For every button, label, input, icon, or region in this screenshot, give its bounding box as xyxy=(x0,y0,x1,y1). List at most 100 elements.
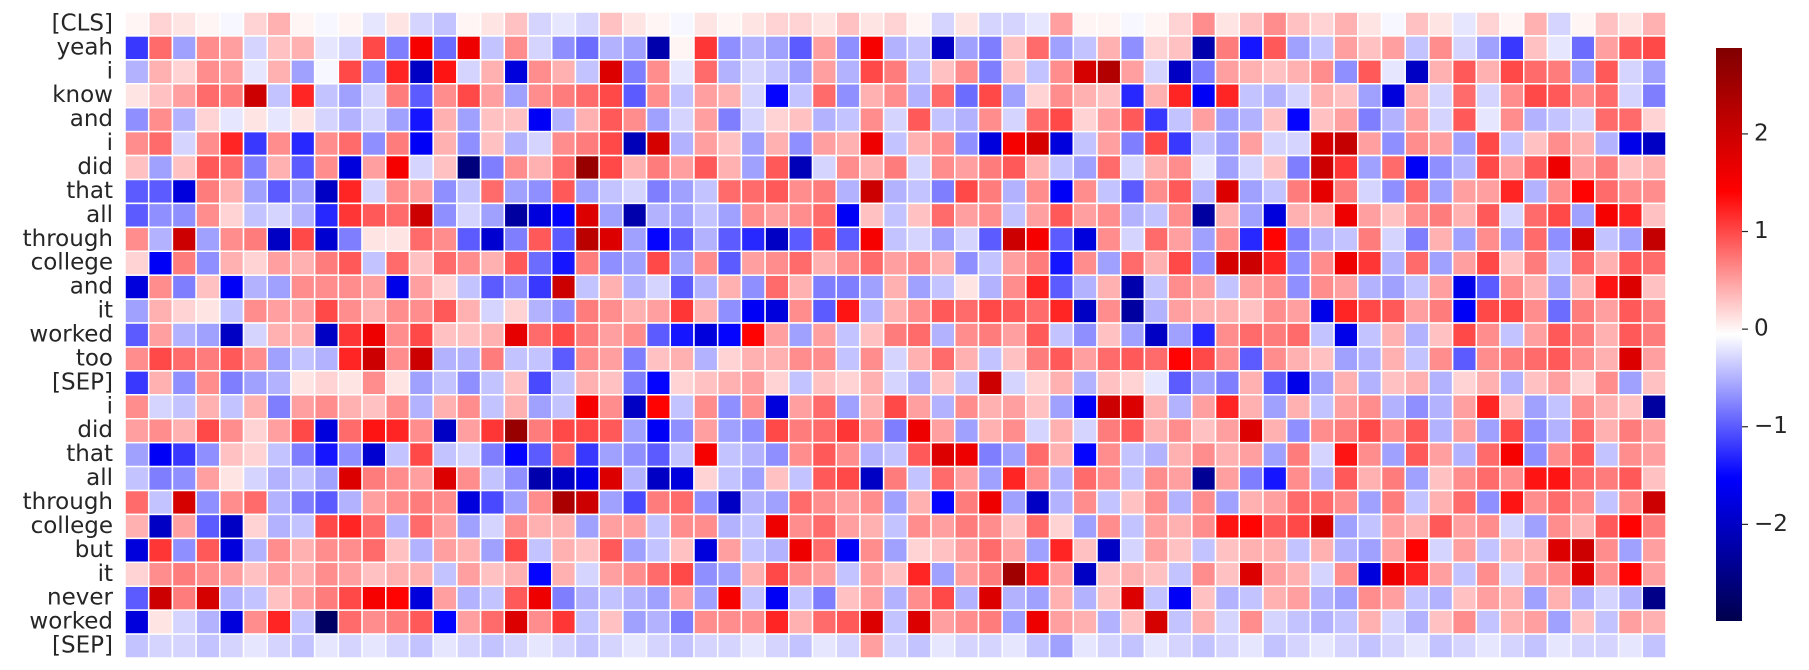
heatmap-cell xyxy=(1523,609,1549,635)
heatmap-cell xyxy=(1594,417,1620,444)
heatmap-cell xyxy=(408,322,434,348)
heatmap-cell xyxy=(361,154,387,181)
heatmap-cell xyxy=(622,35,648,61)
heatmap-cell xyxy=(1641,561,1667,587)
heatmap-cell xyxy=(811,633,837,659)
heatmap-cell xyxy=(219,322,245,348)
heatmap-cell xyxy=(1238,274,1264,300)
heatmap-cell xyxy=(1238,417,1264,444)
heatmap-cell xyxy=(456,513,482,540)
heatmap-cell xyxy=(195,537,221,564)
heatmap-cell xyxy=(764,609,790,635)
heatmap-cell xyxy=(195,585,221,611)
heatmap-cell xyxy=(1380,178,1406,205)
heatmap-cell xyxy=(1191,561,1217,587)
heatmap-cell xyxy=(645,465,672,492)
heatmap-cell xyxy=(1072,83,1098,109)
heatmap-cell xyxy=(147,346,174,372)
heatmap-cell xyxy=(1001,489,1027,516)
heatmap-cell xyxy=(1309,489,1335,516)
heatmap-cell xyxy=(1475,83,1501,109)
heatmap-cell xyxy=(1262,130,1288,157)
heatmap-cell xyxy=(1451,633,1478,659)
heatmap-cell xyxy=(147,35,174,61)
heatmap-cell xyxy=(1309,585,1335,611)
row-label: too xyxy=(76,345,113,371)
heatmap-cell xyxy=(385,417,411,444)
heatmap-cell xyxy=(385,370,411,396)
heatmap-cell xyxy=(1546,489,1572,516)
heatmap-cell xyxy=(1238,178,1264,205)
heatmap-cell xyxy=(1285,83,1312,109)
heatmap-cell xyxy=(456,322,482,348)
heatmap-cell xyxy=(290,489,316,516)
heatmap-cell xyxy=(811,106,837,133)
heatmap-cell xyxy=(1096,609,1122,635)
heatmap-cell xyxy=(242,202,268,229)
heatmap-cell xyxy=(645,322,672,348)
heatmap-cell xyxy=(1001,370,1027,396)
heatmap-cell xyxy=(171,417,197,444)
heatmap-cell xyxy=(503,370,529,396)
heatmap-cell xyxy=(859,83,885,109)
heatmap-cell xyxy=(1285,178,1312,205)
heatmap-cell xyxy=(1309,465,1335,492)
heatmap-cell xyxy=(1428,585,1454,611)
heatmap-cell xyxy=(930,561,956,587)
heatmap-cell xyxy=(574,106,600,133)
heatmap-cell xyxy=(1143,346,1169,372)
heatmap-cell xyxy=(1570,226,1596,253)
heatmap-cell xyxy=(503,11,529,37)
heatmap-cell xyxy=(788,35,814,61)
heatmap-cell xyxy=(219,585,245,611)
heatmap-cell xyxy=(669,11,695,37)
heatmap-cell xyxy=(645,178,672,205)
heatmap-cell xyxy=(195,226,221,253)
heatmap-cell xyxy=(527,465,553,492)
heatmap-cell xyxy=(977,465,1003,492)
heatmap-cell xyxy=(1475,633,1501,659)
heatmap-cell xyxy=(930,250,956,276)
heatmap-cell xyxy=(598,298,624,324)
heatmap-cell xyxy=(408,561,434,587)
heatmap-cell xyxy=(408,106,434,133)
heatmap-cell xyxy=(124,633,150,659)
heatmap-cell xyxy=(242,322,268,348)
heatmap-cell xyxy=(1357,513,1383,540)
heatmap-cell xyxy=(1072,417,1098,444)
heatmap-cell xyxy=(432,106,458,133)
heatmap-cell xyxy=(1167,370,1193,396)
heatmap-cell xyxy=(835,106,861,133)
heatmap-cell xyxy=(740,585,766,611)
heatmap-cell xyxy=(1428,83,1454,109)
row-label: did xyxy=(77,417,113,443)
heatmap-cell xyxy=(1380,346,1406,372)
heatmap-cell xyxy=(977,561,1003,587)
heatmap-cell xyxy=(361,346,387,372)
heatmap-cell xyxy=(1238,465,1264,492)
heatmap-cell xyxy=(1404,537,1430,564)
heatmap-cell xyxy=(1025,298,1051,324)
heatmap-cell xyxy=(1570,59,1596,85)
heatmap-cell xyxy=(385,106,411,133)
heatmap-cell xyxy=(930,178,956,205)
heatmap-cell xyxy=(764,370,790,396)
heatmap-cell xyxy=(1143,202,1169,229)
heatmap-cell xyxy=(622,274,648,300)
heatmap-cell xyxy=(1404,585,1430,611)
heatmap-cell xyxy=(1167,274,1193,300)
heatmap-cell xyxy=(1119,59,1146,85)
heatmap-cell xyxy=(171,394,197,420)
heatmap-cell xyxy=(266,561,292,587)
heatmap-cell xyxy=(456,226,482,253)
heatmap-cell xyxy=(337,394,363,420)
heatmap-cell xyxy=(859,11,885,37)
heatmap-cell xyxy=(1333,59,1359,85)
heatmap-cell xyxy=(1096,11,1122,37)
heatmap-cell xyxy=(550,585,577,611)
heatmap-cell xyxy=(645,394,672,420)
heatmap-cell xyxy=(716,202,743,229)
heatmap-cell xyxy=(290,394,316,420)
heatmap-cell xyxy=(1096,585,1122,611)
heatmap-cell xyxy=(503,106,529,133)
